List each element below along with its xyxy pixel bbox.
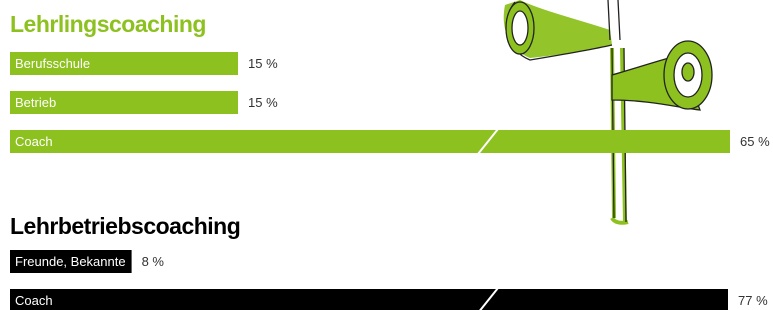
bar bbox=[10, 130, 730, 153]
chart: Lehrlingscoaching Lehrbetriebscoaching B… bbox=[0, 0, 773, 310]
section-title: Lehrlingscoaching bbox=[10, 11, 206, 37]
value-label: 15 % bbox=[248, 95, 278, 110]
category-label: Freunde, Bekannte bbox=[15, 254, 126, 269]
category-label: Coach bbox=[15, 134, 53, 149]
value-label: 65 % bbox=[740, 134, 770, 149]
megaphone-illustration bbox=[504, 0, 712, 223]
category-label: Betrieb bbox=[15, 95, 56, 110]
value-label: 8 % bbox=[142, 254, 165, 269]
value-label: 15 % bbox=[248, 56, 278, 71]
category-label: Berufsschule bbox=[15, 56, 90, 71]
bar bbox=[10, 289, 728, 310]
category-label: Coach bbox=[15, 293, 53, 308]
value-label: 77 % bbox=[738, 293, 768, 308]
section-title: Lehrbetriebscoaching bbox=[10, 213, 240, 239]
page: Lehrlingscoaching Lehrbetriebscoaching B… bbox=[0, 0, 773, 310]
